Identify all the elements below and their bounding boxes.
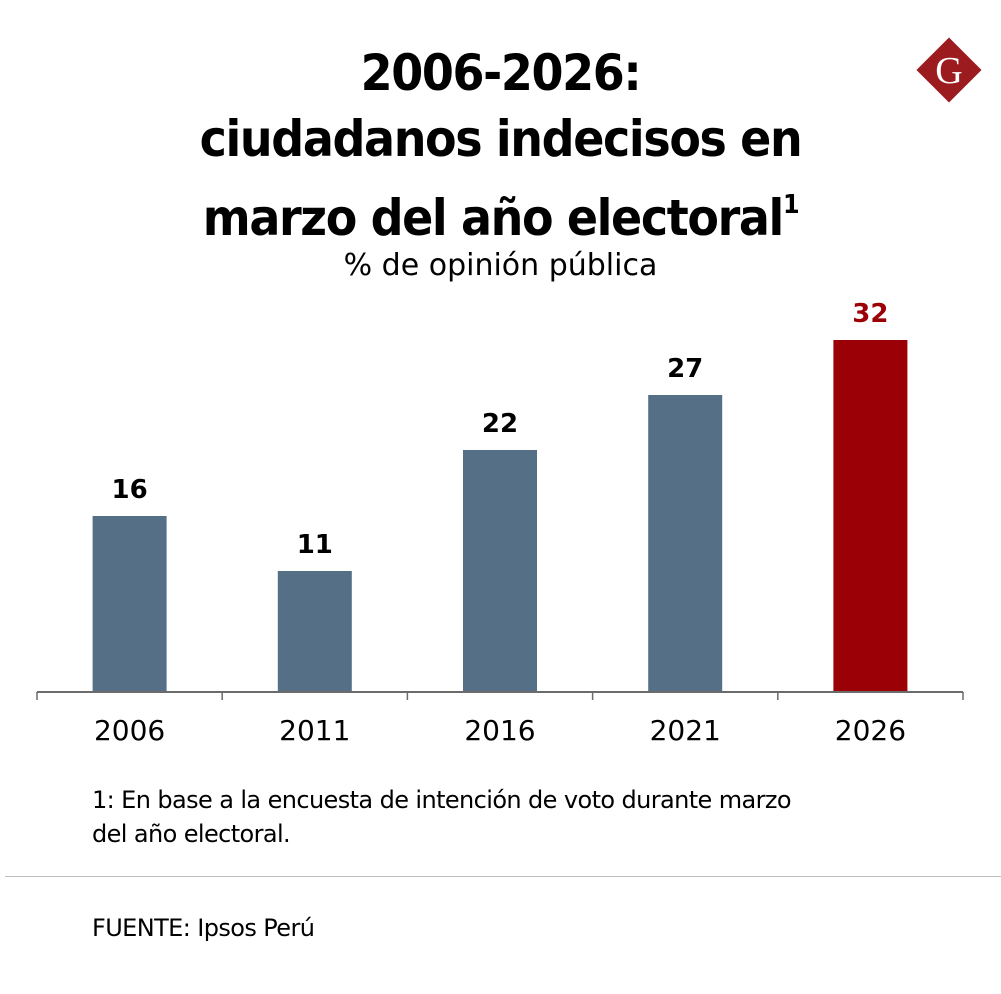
bar-2011 [277, 571, 352, 692]
chart-title: 2006-2026: ciudadanos indecisos en marzo… [40, 40, 961, 251]
x-tick-label-2021: 2021 [650, 714, 721, 747]
title-line-3: marzo del año electoral1 [40, 172, 961, 251]
title-line-3-text: marzo del año electoral [202, 189, 785, 247]
gestion-logo-icon: G [916, 37, 982, 103]
bar-chart: 16 11 22 27 32 2006 2011 2016 2021 2026 [36, 299, 964, 747]
divider [5, 876, 1001, 877]
source-credit: FUENTE: Ipsos Perú [92, 914, 315, 942]
x-tick-labels-group: 2006 2011 2016 2021 2026 [94, 714, 906, 747]
data-labels-group: 16 11 22 27 32 [112, 299, 889, 560]
x-tick-label-2011: 2011 [279, 714, 350, 747]
title-footnote-marker: 1 [782, 190, 800, 220]
x-axis [36, 691, 964, 700]
footnote-line-2: del año electoral. [92, 820, 291, 848]
title-line-2: ciudadanos indecisos en [199, 110, 803, 168]
title-line-1: 2006-2026: [360, 44, 642, 102]
bars-group [92, 340, 908, 692]
footnote: 1: En base a la encuesta de intención de… [92, 783, 892, 851]
data-label-2021: 27 [667, 354, 703, 384]
bar-2016 [463, 450, 537, 692]
bar-2006 [92, 516, 167, 692]
bar-2021 [648, 395, 723, 692]
data-label-2026: 32 [852, 299, 888, 329]
data-label-2016: 22 [482, 409, 518, 439]
footnote-line-1: 1: En base a la encuesta de intención de… [92, 786, 792, 814]
data-label-2011: 11 [297, 530, 333, 560]
chart-subtitle: % de opinión pública [343, 248, 658, 283]
bar-2026 [833, 340, 908, 692]
x-tick-label-2006: 2006 [94, 714, 165, 747]
data-label-2006: 16 [112, 475, 148, 505]
logo-letter: G [935, 50, 962, 92]
x-tick-label-2026: 2026 [835, 714, 906, 747]
x-tick-label-2016: 2016 [464, 714, 535, 747]
logo-diamond [916, 37, 982, 103]
